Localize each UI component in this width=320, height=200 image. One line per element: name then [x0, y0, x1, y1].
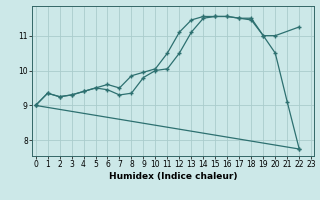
X-axis label: Humidex (Indice chaleur): Humidex (Indice chaleur)	[108, 172, 237, 181]
